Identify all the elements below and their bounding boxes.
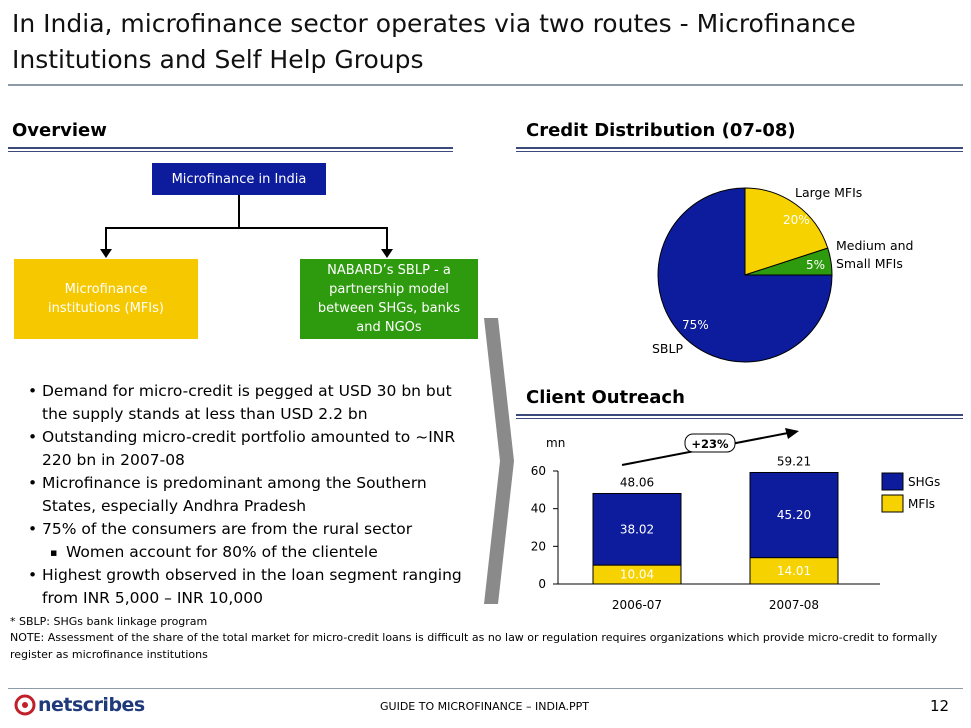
box-sblp: NABARD’s SBLP - a partnership model betw… — [300, 259, 478, 339]
overview-rule — [8, 147, 453, 149]
bar-value-label-mfis: 14.01 — [777, 564, 811, 578]
pie-category-label: SBLP — [652, 341, 683, 356]
connector-vertical — [238, 195, 240, 227]
legend-label: SHGs — [908, 475, 940, 489]
x-tick-label: 2006-07 — [612, 598, 662, 612]
bar-value-label-shgs: 38.02 — [620, 522, 654, 536]
bar-shgs — [749, 471, 839, 559]
connector-horizontal — [105, 227, 388, 229]
growth-badge — [684, 433, 736, 453]
credit-pie-chart: 75% SBLP 20% Large MFIs 5% Medium and Small MF… — [652, 185, 913, 363]
arrow-right-icon — [381, 249, 393, 258]
footer-rule — [8, 688, 963, 689]
bar-total-label: 59.21 — [777, 454, 811, 468]
netscribes-logo: netscribes — [14, 694, 145, 716]
page-title: In India, microfinance sector operates v… — [12, 9, 856, 74]
pie-category-label: Small MFIs — [836, 256, 903, 271]
pie-percent-label: 5% — [806, 258, 825, 272]
footnote-note: NOTE: Assessment of the share of the tot… — [10, 631, 938, 661]
bullet-item: • 75% of the consumers are from the rural… — [28, 518, 478, 541]
bar-shgs — [592, 492, 682, 566]
credit-rule — [516, 147, 963, 149]
connector-right — [386, 227, 388, 251]
bullet-text: Women account for 80% of the clientele — [66, 543, 378, 561]
pie-slice-sblp — [657, 187, 833, 363]
bullet-item: • Microfinance is predominant among the S… — [28, 472, 478, 518]
outreach-rule — [516, 414, 963, 416]
bullet-mark: • — [28, 566, 38, 584]
pie-percent-label: 20% — [783, 213, 810, 227]
bar-total-label: 48.06 — [620, 475, 654, 489]
legend-swatch — [881, 472, 904, 491]
growth-label: +23% — [691, 437, 729, 451]
legend-swatch — [881, 494, 904, 513]
bullet-item: • Outstanding micro-credit portfolio amou… — [28, 426, 478, 472]
y-tick-label: 20 — [531, 539, 546, 553]
credit-heading: Credit Distribution (07-08) — [526, 120, 796, 141]
bullet-item: • Demand for micro-credit is pegged at US… — [28, 380, 478, 426]
y-axis-unit-label: mn — [546, 436, 565, 450]
credit-rule-thin — [516, 151, 963, 152]
pie-category-label: Large MFIs — [795, 185, 862, 200]
pie-category-label: Medium and — [836, 238, 913, 253]
title-divider — [8, 84, 963, 86]
arrow-left-icon — [100, 249, 112, 258]
outreach-rule-thin — [516, 418, 963, 419]
bullet-mark: • — [28, 428, 38, 446]
growth-arrowhead-icon — [785, 428, 799, 439]
netscribes-logo-icon — [14, 694, 36, 716]
outreach-heading: Client Outreach — [526, 387, 685, 408]
overview-heading: Overview — [12, 120, 107, 141]
bullet-mark: ▪ — [50, 546, 58, 559]
logo-text: netscribes — [38, 694, 145, 716]
bullet-mark: • — [28, 474, 38, 492]
connector-left — [105, 227, 107, 251]
y-tick-label: 40 — [531, 502, 546, 516]
bullet-mark: • — [28, 520, 38, 538]
overview-rule-thin — [8, 151, 453, 152]
bar-value-label-mfis: 10.04 — [620, 568, 654, 582]
bullet-text: Microfinance is predominant among the So… — [42, 474, 427, 515]
bullet-text: 75% of the consumers are from the rural … — [42, 520, 413, 538]
footer-doc-title: GUIDE TO MICROFINANCE – INDIA.PPT — [380, 700, 590, 713]
y-tick-label: 0 — [538, 577, 546, 591]
pie-slice-large-mfis — [744, 187, 829, 276]
legend-label: MFIs — [908, 497, 935, 511]
pie-percent-label: 75% — [682, 318, 709, 332]
bullet-text: Highest growth observed in the loan segm… — [42, 566, 462, 607]
bullet-text: Outstanding micro-credit portfolio amoun… — [42, 428, 456, 469]
client-outreach-chart: mn 0 20 40 60 10.04 38.02 48.06 2006-07 14.01 45.2… — [531, 428, 940, 612]
sub-bullet-item: ▪ Women account for 80% of the clientele — [28, 541, 478, 564]
bullet-text: Demand for micro-credit is pegged at USD… — [42, 382, 452, 423]
box-mfis: Microfinance institutions (MFIs) — [14, 259, 198, 339]
footnote-sblp: * SBLP: SHGs bank linkage program — [10, 615, 208, 628]
bar-value-label-shgs: 45.20 — [777, 508, 811, 522]
bullet-item: • Highest growth observed in the loan seg… — [28, 564, 478, 610]
x-tick-label: 2007-08 — [769, 598, 819, 612]
box-microfinance-india: Microfinance in India — [152, 163, 326, 195]
y-tick-label: 60 — [531, 464, 546, 478]
overview-bullets: • Demand for micro-credit is pegged at US… — [28, 380, 478, 610]
page-number: 12 — [930, 697, 950, 715]
chevron-arrow-icon — [484, 318, 514, 604]
bullet-mark: • — [28, 382, 38, 400]
